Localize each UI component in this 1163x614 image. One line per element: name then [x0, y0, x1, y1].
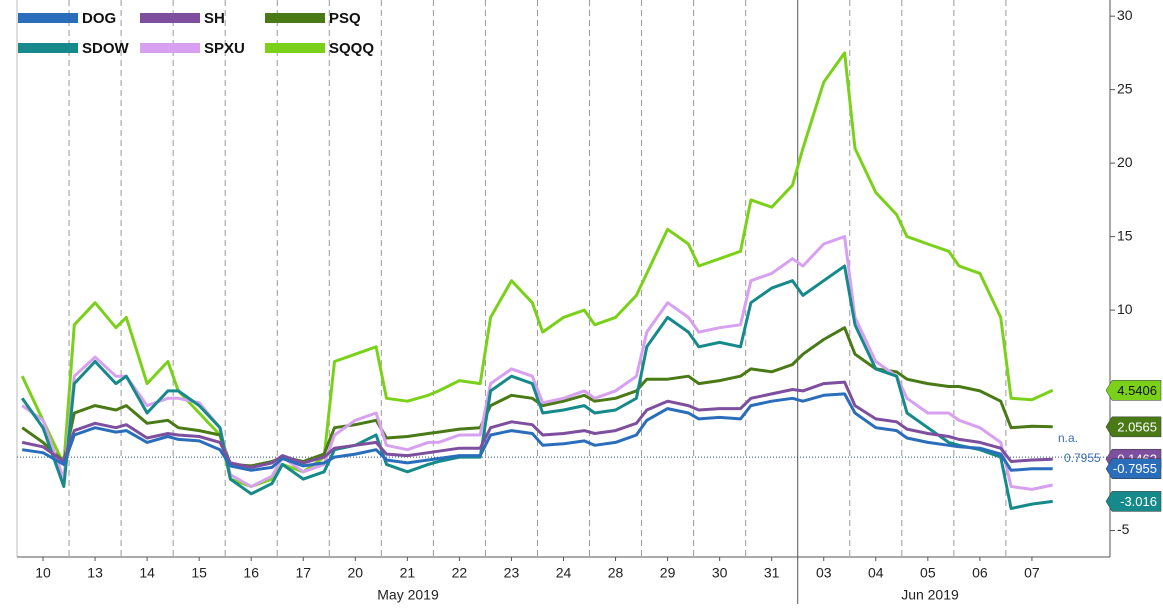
annotation: 0.7955 — [1064, 451, 1101, 465]
value-label-box — [1105, 491, 1162, 512]
legend-label: SQQQ — [329, 40, 374, 57]
value-label: 4.5406 — [1117, 383, 1157, 398]
x-tick-label: 14 — [139, 565, 155, 581]
x-tick-label: 30 — [712, 565, 728, 581]
value-label-box — [1105, 458, 1162, 480]
y-tick-label: 15 — [1117, 227, 1133, 243]
month-label: May 2019 — [377, 587, 439, 603]
value-label-box — [1105, 380, 1162, 401]
month-label: Jun 2019 — [901, 587, 959, 603]
legend-swatch — [140, 13, 200, 23]
x-tick-label: 06 — [972, 565, 988, 581]
y-tick-label: 25 — [1117, 80, 1133, 96]
legend-label: SH — [204, 10, 225, 27]
x-tick-label: 23 — [504, 565, 520, 581]
legend-label: SDOW — [82, 40, 130, 57]
legend-swatch — [18, 13, 78, 23]
legend-label: SPXU — [204, 40, 245, 57]
x-tick-label: 03 — [816, 565, 832, 581]
x-tick-label: 10 — [35, 565, 51, 581]
legend-label: PSQ — [329, 10, 361, 27]
x-tick-label: 31 — [764, 565, 780, 581]
x-tick-label: 20 — [348, 565, 364, 581]
y-tick-label: 10 — [1117, 301, 1133, 317]
x-tick-label: 22 — [452, 565, 468, 581]
x-tick-label: 07 — [1024, 565, 1040, 581]
x-tick-label: 13 — [87, 565, 103, 581]
y-tick-label: 20 — [1117, 154, 1133, 170]
x-tick-label: 05 — [920, 565, 936, 581]
legend-swatch — [265, 13, 325, 23]
series-line — [21, 380, 1053, 469]
value-label-box — [1105, 416, 1162, 438]
series-line — [20, 51, 1054, 488]
legend-swatch — [18, 43, 78, 53]
x-tick-label: 29 — [660, 565, 676, 581]
annotation: n.a. — [1058, 431, 1078, 445]
series-line — [20, 264, 1053, 510]
value-label: -3.016 — [1120, 494, 1157, 509]
series-line — [21, 392, 1053, 472]
x-tick-label: 24 — [556, 565, 572, 581]
value-label: -0.7955 — [1113, 461, 1157, 476]
legend-swatch — [265, 43, 325, 53]
legend-label: DOG — [82, 10, 116, 27]
x-tick-label: 28 — [608, 565, 624, 581]
x-tick-label: 21 — [400, 565, 416, 581]
value-label: 2.0565 — [1117, 419, 1157, 434]
legend-swatch — [140, 43, 200, 53]
x-tick-label: 16 — [243, 565, 259, 581]
x-tick-label: 04 — [868, 565, 884, 581]
x-tick-label: 15 — [191, 565, 207, 581]
y-tick-label: -5 — [1117, 521, 1130, 537]
x-tick-label: 17 — [295, 565, 311, 581]
y-tick-label: 30 — [1117, 7, 1133, 23]
